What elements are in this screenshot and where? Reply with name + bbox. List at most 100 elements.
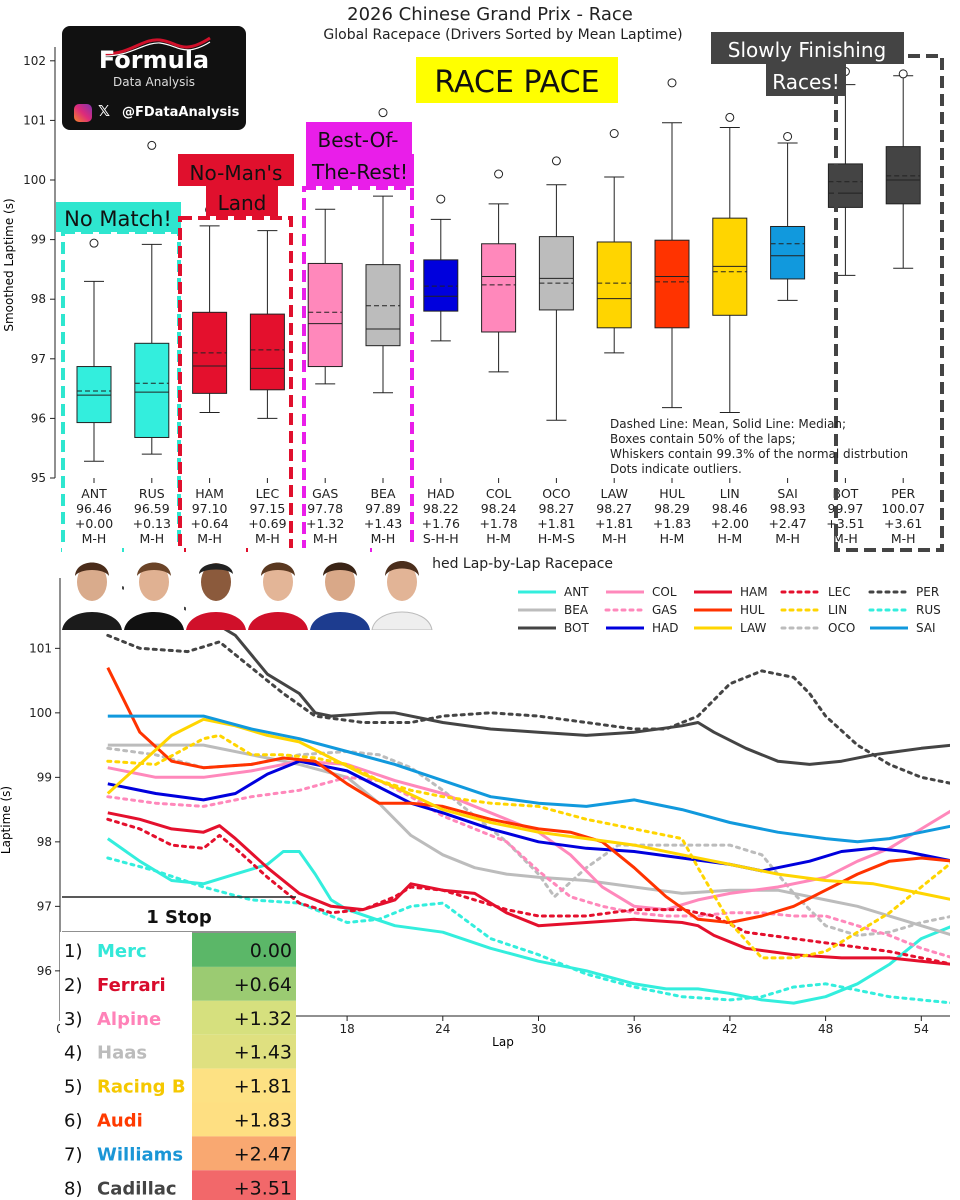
table-value: +1.81 — [234, 1076, 292, 1098]
box-iqr — [596, 241, 632, 329]
box-label-strategy: H-M-S — [538, 531, 575, 546]
box-label-strategy: M-H — [313, 531, 338, 546]
boxplot-y-tick-label: 98 — [31, 292, 46, 306]
portrait-icon-5 — [310, 548, 370, 630]
box-label-code: OCO — [542, 486, 571, 501]
series-line-bot — [107, 582, 950, 766]
box-label-strategy: M-H — [255, 531, 280, 546]
box-label-delta: +1.83 — [653, 516, 691, 531]
logo-handle[interactable]: @FDataAnalysis — [122, 105, 240, 120]
table-rank: 1) — [64, 941, 82, 962]
box-label-code: GAS — [312, 486, 338, 501]
series-line-lin — [106, 733, 950, 960]
box-iqr — [654, 239, 690, 329]
box-label-delta: +0.64 — [190, 516, 228, 531]
boxplot-y-tick-label: 102 — [23, 54, 46, 68]
box-label-mean: 97.10 — [192, 501, 228, 516]
driver-portraits — [62, 548, 442, 634]
line-y-tick-label: 96 — [37, 964, 52, 978]
table-rank: 3) — [64, 1009, 82, 1030]
race-pace-label: RACE PACE — [434, 65, 599, 100]
box-label-strategy: M-H — [371, 531, 396, 546]
box-outlier — [494, 169, 504, 179]
table-cell-bg — [192, 1034, 296, 1069]
table-value: +1.83 — [234, 1110, 292, 1132]
no-mans-label-1: No-Man's — [190, 161, 283, 185]
note-line-3: Whiskers contain 99.3% of the normal dis… — [610, 447, 908, 461]
box-label-mean: 98.93 — [770, 501, 806, 516]
legend-label-ant: ANT — [564, 585, 589, 599]
box-label-code: HAD — [427, 486, 455, 501]
one-stop-table: 1 Stop 1) Merc 0.00 2) Ferrari +0.64 3) Alpine +… — [60, 896, 296, 1200]
table-value: +1.32 — [234, 1008, 292, 1030]
series-line-had — [107, 759, 950, 873]
box-outlier — [667, 78, 677, 88]
line-x-tick-label: 24 — [435, 1022, 450, 1036]
box-label-code: ANT — [81, 486, 107, 501]
box-label-strategy: M-H — [833, 531, 858, 546]
line-x-tick-label: 18 — [339, 1022, 354, 1036]
box-label-delta: +0.69 — [248, 516, 286, 531]
series-line-law — [106, 717, 950, 901]
table-rank: 4) — [64, 1043, 82, 1064]
line-x-tick-label: 36 — [627, 1022, 642, 1036]
box-outlier — [551, 156, 561, 166]
table-team: Racing B — [97, 1077, 186, 1098]
legend-label-per: PER — [916, 585, 939, 599]
box-label-strategy: M-H — [602, 531, 627, 546]
portrait-icon-3 — [186, 548, 246, 630]
box-label-code: SAI — [777, 486, 797, 501]
table-value: +2.47 — [234, 1143, 292, 1165]
instagram-icon[interactable] — [74, 104, 92, 122]
box-outlier — [609, 129, 619, 139]
legend-label-gas: GAS — [652, 603, 677, 617]
boxplot-y-label: Smoothed Laptime (s) — [2, 198, 16, 331]
box-iqr — [76, 366, 112, 424]
table-value: +3.51 — [234, 1177, 292, 1199]
table-cell-bg — [192, 1000, 296, 1035]
box-label-delta: +1.43 — [364, 516, 402, 531]
x-icon[interactable]: 𝕏 — [98, 102, 111, 120]
line-axes: Laptime (s) Lap 018243036424854969798991… — [0, 578, 950, 1049]
box-outlier — [725, 112, 735, 122]
box-iqr — [307, 262, 343, 368]
box-label-delta: +1.78 — [479, 516, 517, 531]
table-value: 0.00 — [250, 940, 292, 962]
legend-label-lin: LIN — [828, 603, 847, 617]
series-line-rus — [106, 856, 950, 1005]
box-label-code: COL — [486, 486, 512, 501]
chart-subtitle: Global Racepace (Drivers Sorted by Mean … — [323, 27, 682, 43]
slowly-label-bg-1 — [711, 32, 904, 64]
box-label-strategy: M-H — [82, 531, 107, 546]
box-label-delta: +2.47 — [768, 516, 806, 531]
group-no-mans-land: No-Man's Land — [178, 154, 294, 552]
series-line-sai — [107, 714, 950, 844]
legend-label-had: HAD — [652, 621, 678, 635]
box-label-mean: 98.46 — [712, 501, 748, 516]
box-label-code: LAW — [600, 486, 627, 501]
box-label-code: BOT — [832, 486, 858, 501]
logo-brand: Formula — [98, 46, 210, 74]
box-iqr — [770, 225, 806, 280]
line-chart-title: Smoothed Lap-by-Lap Racepace — [387, 556, 613, 572]
series-line-gas — [106, 775, 950, 959]
box-label-strategy: M-H — [139, 531, 164, 546]
line-y-tick-label: 99 — [37, 770, 52, 784]
table-cell-bg — [192, 1102, 296, 1137]
box-label-delta: +1.81 — [595, 516, 633, 531]
boxplot-y-tick-label: 96 — [31, 411, 46, 425]
line-y-tick-label: 97 — [37, 899, 52, 913]
note-line-1: Dashed Line: Mean, Solid Line: Median; — [610, 417, 846, 431]
table-rank: 8) — [64, 1178, 82, 1199]
boxplot-y-tick-label: 99 — [31, 233, 46, 247]
best-label-bg-1 — [306, 122, 412, 154]
